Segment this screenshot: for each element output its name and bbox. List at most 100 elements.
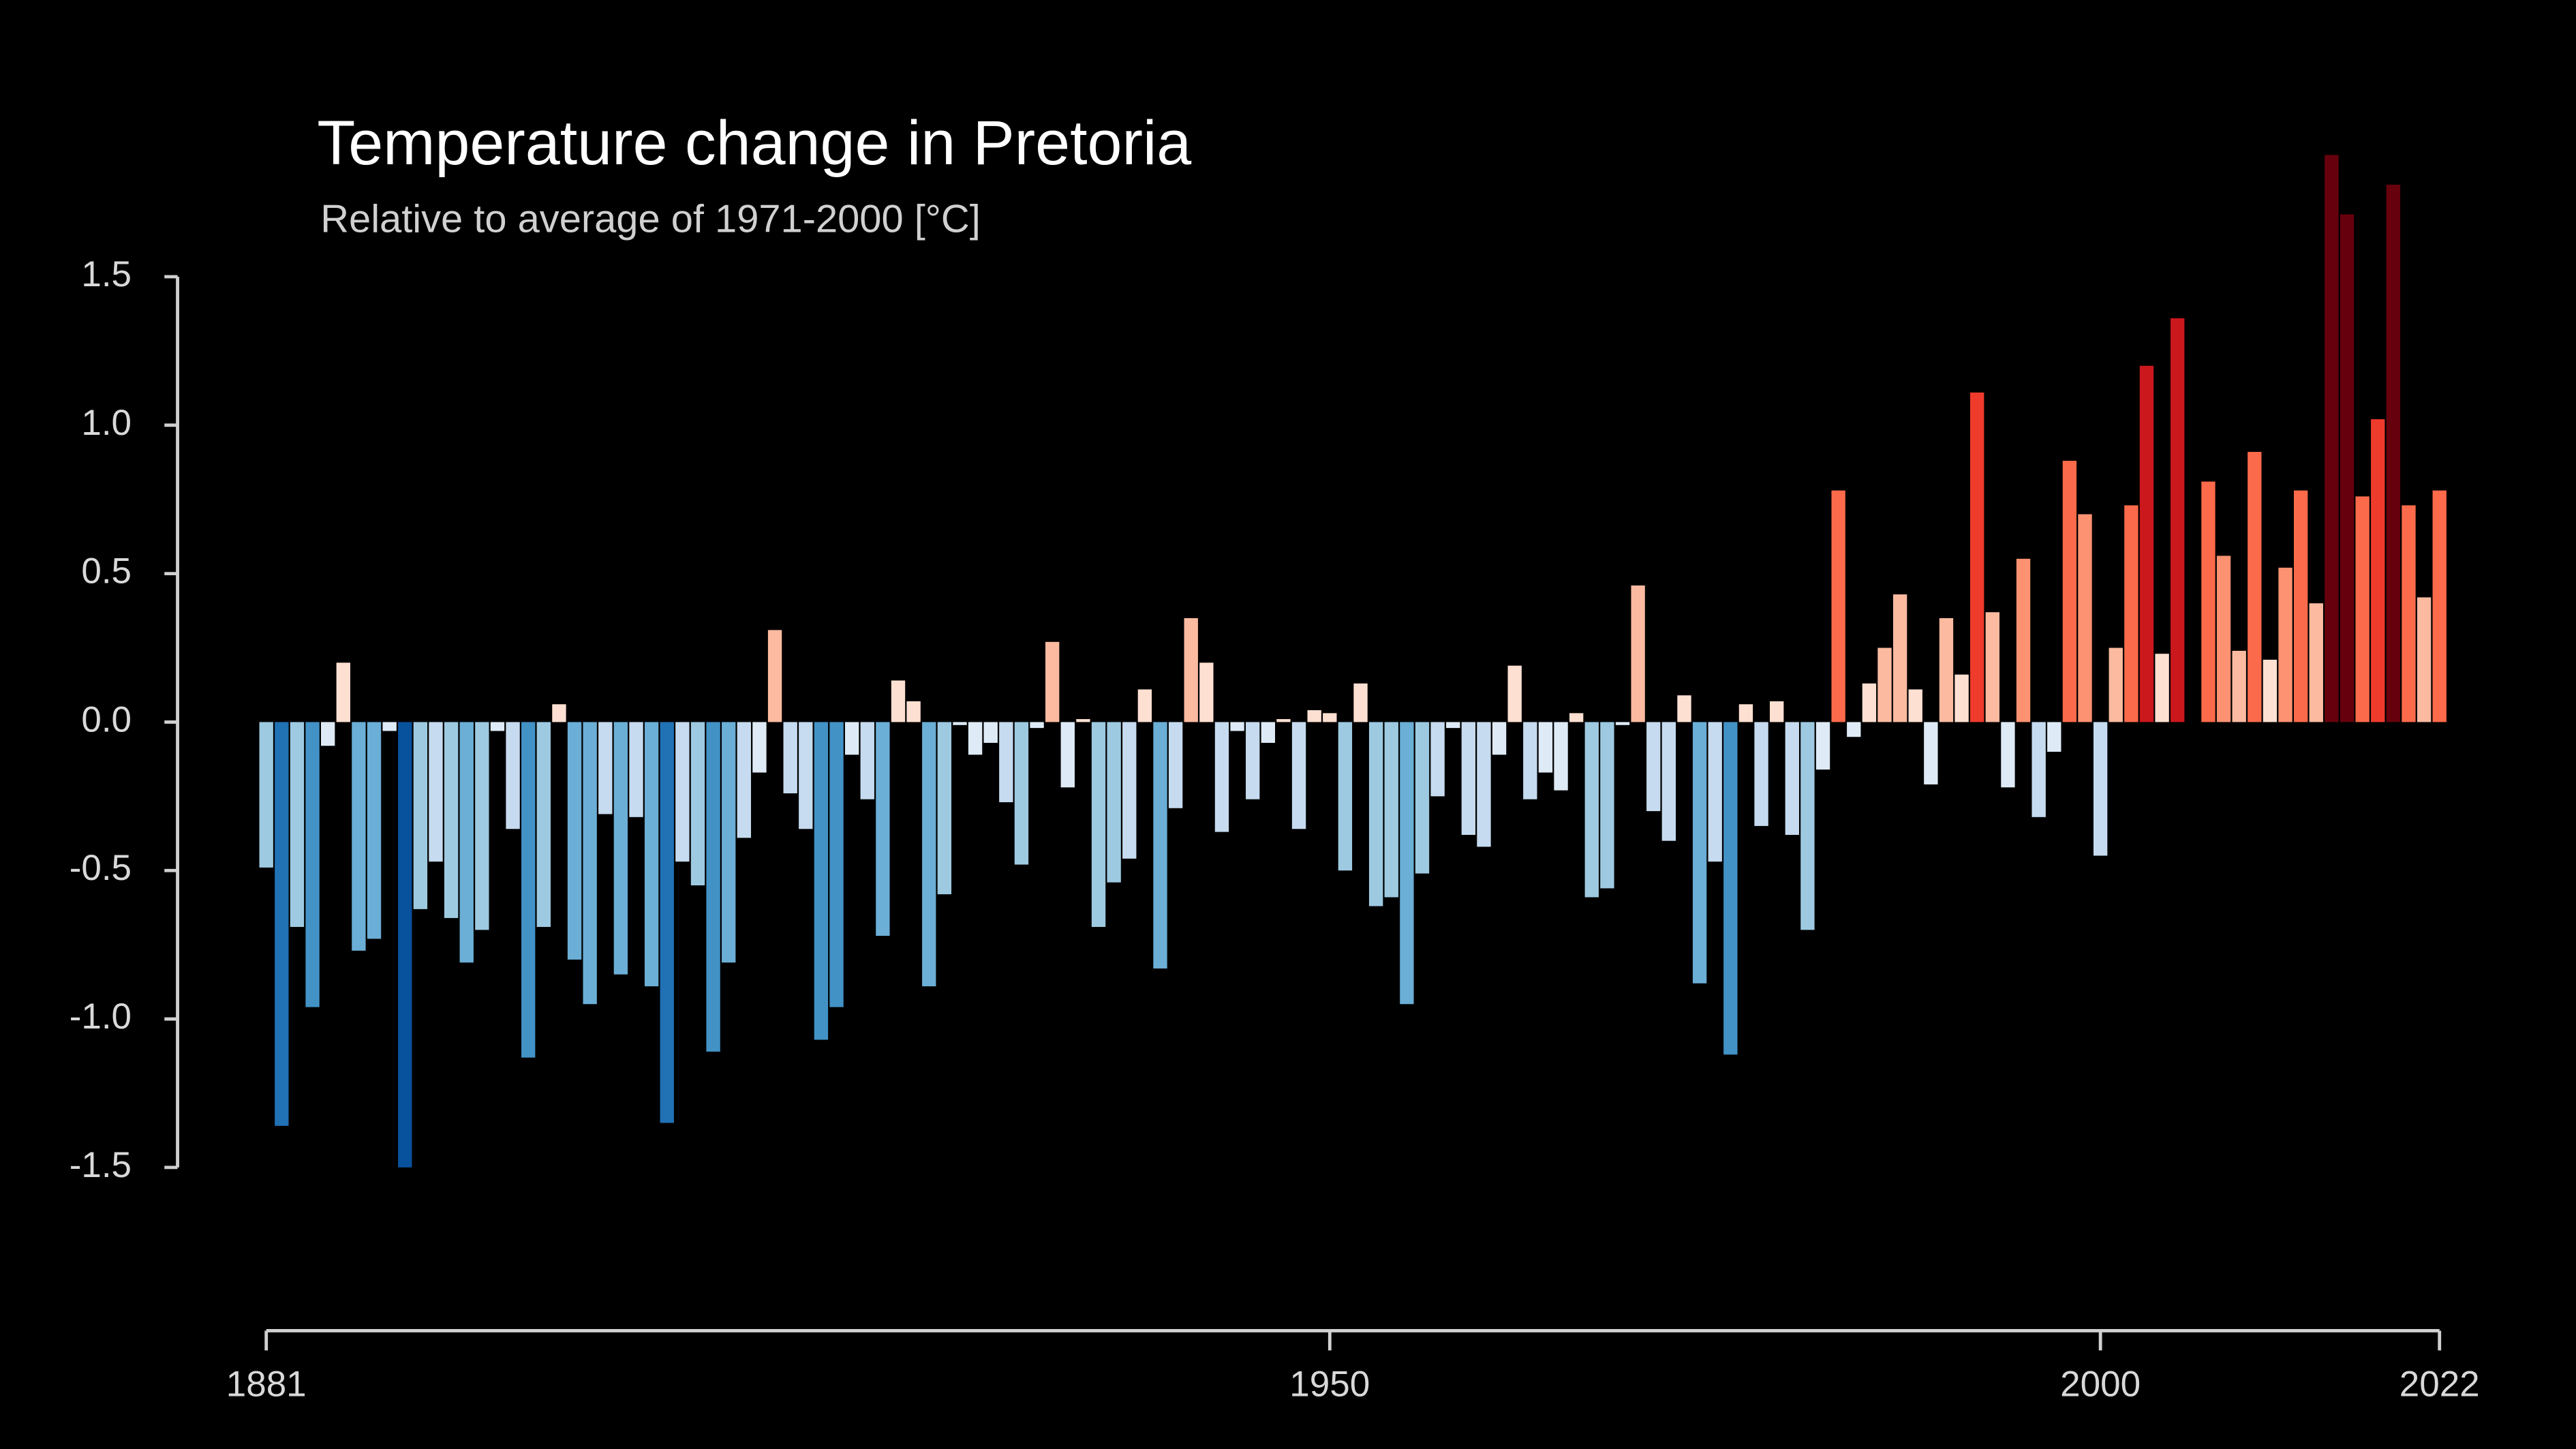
bar: [860, 722, 874, 799]
x-tick-label: 1881: [226, 1364, 307, 1404]
bar: [1815, 722, 1830, 770]
bar: [2001, 722, 2015, 788]
bar: [613, 722, 628, 975]
bar: [1076, 719, 1090, 722]
bar: [1477, 722, 1491, 847]
bar: [2248, 452, 2262, 722]
bar: [829, 722, 844, 1007]
bar: [2093, 722, 2108, 856]
bar: [1908, 689, 1922, 722]
bar: [2278, 567, 2293, 722]
bar: [922, 722, 936, 987]
bar: [382, 722, 397, 731]
y-tick-label: 0.5: [81, 551, 132, 592]
bar: [1338, 722, 1353, 871]
bar: [536, 722, 551, 928]
bar: [1492, 722, 1507, 755]
bar: [767, 630, 782, 722]
bar: [1199, 662, 1214, 722]
y-tick-label: 0.0: [81, 699, 132, 739]
bar: [1214, 722, 1229, 832]
bar: [1030, 722, 1044, 729]
bar: [413, 722, 428, 909]
bar: [844, 722, 859, 755]
bar: [1507, 665, 1522, 722]
bar: [1631, 585, 1645, 722]
bar: [1954, 674, 1969, 722]
bar: [1939, 617, 1954, 722]
bar: [1661, 722, 1676, 841]
bar: [1523, 722, 1537, 799]
bar: [2402, 505, 2416, 722]
bar: [336, 662, 350, 722]
bar: [937, 722, 952, 895]
bar: [1415, 722, 1430, 874]
bar: [1738, 704, 1753, 722]
bar: [1168, 722, 1183, 808]
bar: [2047, 722, 2061, 752]
bar: [1091, 722, 1106, 928]
bar: [675, 722, 690, 862]
bar: [722, 722, 736, 963]
bar: [1230, 722, 1244, 731]
bar: [1584, 722, 1599, 898]
bar: [321, 722, 335, 746]
bar: [737, 722, 752, 838]
bar: [1122, 722, 1137, 859]
y-tick-label: 1.5: [81, 254, 132, 294]
bar: [1107, 722, 1121, 883]
bar: [290, 722, 305, 928]
bar: [1184, 617, 1198, 722]
bar: [1862, 683, 1877, 722]
bar: [1137, 689, 1152, 722]
bar: [999, 722, 1013, 803]
bar: [1384, 722, 1398, 898]
bar: [891, 680, 906, 722]
bar: [814, 722, 829, 1040]
bar: [398, 722, 412, 1168]
bar: [706, 722, 720, 1052]
bar: [1060, 722, 1075, 788]
bar: [1045, 641, 1060, 722]
bar: [690, 722, 705, 886]
bar: [983, 722, 998, 743]
bar: [1800, 722, 1815, 930]
bar: [2386, 184, 2401, 722]
bar: [2309, 603, 2323, 722]
bar: [1692, 722, 1707, 983]
bar: [1615, 722, 1630, 725]
bar: [352, 722, 366, 951]
bar: [444, 722, 459, 918]
bar: [1569, 713, 1584, 722]
bar: [2155, 654, 2169, 722]
bar: [2078, 514, 2092, 722]
bar: [1323, 713, 1337, 722]
bar: [2216, 555, 2231, 722]
bar: [275, 722, 289, 1126]
bar: [475, 722, 489, 930]
x-tick-label: 1950: [1289, 1364, 1370, 1404]
bar: [1291, 722, 1306, 829]
bar: [1785, 722, 1799, 835]
bar: [1554, 722, 1568, 791]
bar: [2062, 461, 2077, 722]
bar: [1261, 722, 1275, 743]
bar: [953, 722, 967, 725]
bar: [1847, 722, 1861, 737]
bar: [1353, 683, 1368, 722]
bar: [259, 722, 273, 868]
bar: [429, 722, 443, 862]
bar: [506, 722, 520, 829]
bar: [2355, 496, 2370, 722]
bar: [906, 701, 921, 722]
bar: [1723, 722, 1738, 1055]
bar: [2201, 481, 2215, 722]
bar: [1461, 722, 1476, 835]
bar: [1538, 722, 1553, 773]
bar: [1754, 722, 1768, 826]
bar: [876, 722, 890, 936]
x-tick-label: 2000: [2060, 1364, 2141, 1404]
bar: [598, 722, 613, 814]
